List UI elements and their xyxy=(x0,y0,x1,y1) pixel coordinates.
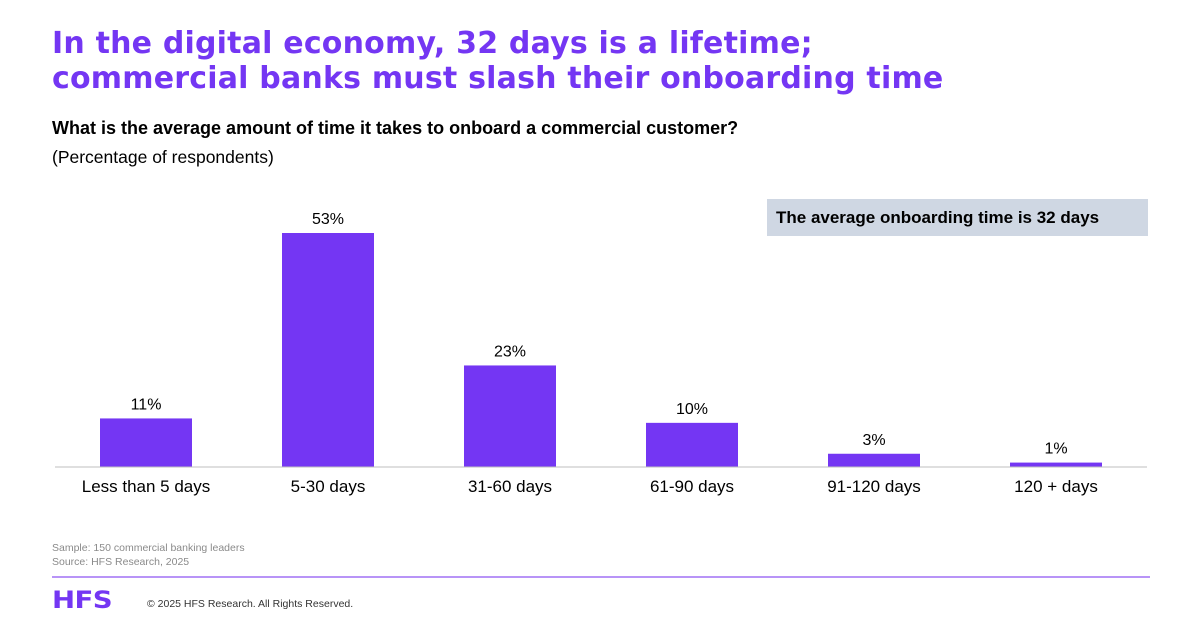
bar-2 xyxy=(464,365,556,467)
category-label-0: Less than 5 days xyxy=(82,477,211,496)
category-label-4: 91-120 days xyxy=(827,477,921,496)
category-label-2: 31-60 days xyxy=(468,477,552,496)
category-label-3: 61-90 days xyxy=(650,477,734,496)
value-label-2: 23% xyxy=(494,343,526,360)
category-label-1: 5-30 days xyxy=(291,477,366,496)
value-label-0: 11% xyxy=(131,396,162,413)
footer-divider xyxy=(52,576,1150,578)
hfs-logo: HFS xyxy=(52,586,113,614)
bar-3 xyxy=(646,422,738,467)
sample-note: Sample: 150 commercial banking leaders xyxy=(52,542,245,554)
bar-chart: 11% Less than 5 days 53% 5-30 days 23% 31-60 … xyxy=(55,211,1147,496)
bar-1 xyxy=(282,233,374,467)
value-label-4: 3% xyxy=(862,432,885,449)
chart-question: What is the average amount of time it ta… xyxy=(52,118,739,138)
bar-4 xyxy=(828,453,920,467)
title-line-1: In the digital economy, 32 days is a lif… xyxy=(52,26,813,61)
value-label-5: 1% xyxy=(1044,441,1067,458)
average-callout: The average onboarding time is 32 days xyxy=(767,199,1148,236)
category-label-5: 120 + days xyxy=(1014,477,1098,496)
title-line-2: commercial banks must slash their onboar… xyxy=(52,61,944,96)
chart-subtitle: (Percentage of respondents) xyxy=(52,147,274,167)
value-label-1: 53% xyxy=(312,211,344,228)
page-title: In the digital economy, 32 days is a lif… xyxy=(52,26,1172,96)
bar-0 xyxy=(100,418,192,467)
copyright-text: © 2025 HFS Research. All Rights Reserved… xyxy=(147,598,354,610)
bar-5 xyxy=(1010,462,1102,467)
value-label-3: 10% xyxy=(676,401,708,418)
source-note: Source: HFS Research, 2025 xyxy=(52,556,190,568)
